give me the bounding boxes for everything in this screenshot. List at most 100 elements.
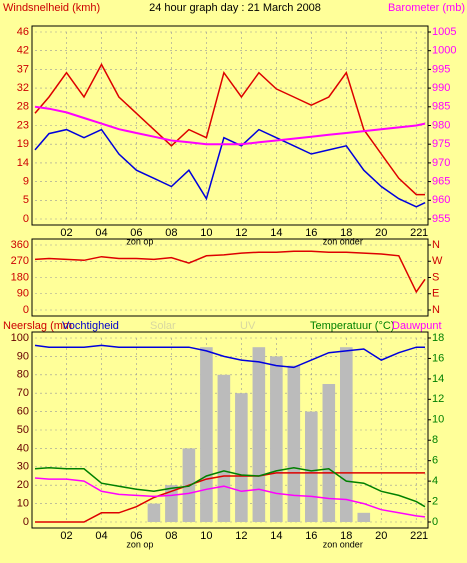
y-tick-label: 180 (11, 271, 29, 283)
y2-tick-label: 970 (432, 157, 450, 169)
y-tick-label: 40 (17, 442, 29, 454)
y2-tick-label: W (432, 255, 443, 267)
y-tick-label: 80 (17, 369, 29, 381)
legend-label: UV (240, 320, 256, 332)
x-tick-label: 02 (60, 530, 72, 542)
x-tick-label: 06 (130, 530, 142, 542)
legend-label: Dauwpunt (392, 320, 442, 332)
x-tick-label: 20 (375, 530, 387, 542)
annotation: zon op (126, 236, 153, 246)
y-tick-label: 42 (17, 45, 29, 57)
y-tick-label: 0 (23, 213, 29, 225)
solar-bar (252, 347, 266, 522)
y2-tick-label: E (432, 288, 439, 300)
x-tick-label: 16 (305, 227, 317, 239)
y2-tick-label: 965 (432, 176, 450, 188)
y2-tick-label: 0 (432, 516, 438, 528)
annotation: zon onder (323, 539, 363, 549)
x-tick-label: 22 (410, 530, 422, 542)
chart-title: 24 hour graph day : 21 March 2008 (149, 2, 321, 14)
x-tick-label: 08 (165, 530, 177, 542)
y2-tick-label: 6 (432, 455, 438, 467)
series-line (34, 128, 426, 208)
x-tick-label: 22 (410, 227, 422, 239)
solar-bar (322, 384, 336, 522)
x-tick-label: 18 (340, 227, 352, 239)
x-tick-label: 1 (422, 530, 428, 542)
solar-bar (305, 411, 318, 522)
x-tick-label: 1 (422, 227, 428, 239)
y2-tick-label: 16 (432, 352, 444, 364)
y-tick-label: 9 (23, 176, 29, 188)
y2-tick-label: 12 (432, 393, 444, 405)
y-tick-label: 37 (17, 63, 29, 75)
x-tick-label: 12 (235, 530, 247, 542)
series-line (35, 472, 425, 523)
y2-tick-label: 1005 (432, 26, 456, 38)
y2-tick-label: 18 (432, 332, 444, 344)
solar-bar (270, 356, 283, 522)
y-tick-label: 0 (23, 516, 29, 528)
series-line (34, 477, 426, 518)
annotation: zon onder (323, 236, 363, 246)
x-tick-label: 04 (95, 227, 107, 239)
y2-tick-label: 985 (432, 101, 450, 113)
plot-frame (31, 331, 429, 529)
x-tick-label: 12 (235, 227, 247, 239)
y2-tick-label: 960 (432, 194, 450, 206)
y-tick-label: 60 (17, 406, 29, 418)
y-tick-label: 20 (17, 479, 29, 491)
y2-tick-label: 10 (432, 414, 444, 426)
y2-tick-label: 2 (432, 495, 438, 507)
x-tick-label: 20 (375, 227, 387, 239)
y-tick-label: 32 (17, 82, 29, 94)
y-tick-label: 100 (11, 332, 29, 344)
y-tick-label: 23 (17, 119, 29, 131)
solar-bar (340, 347, 353, 522)
y2-tick-label: 995 (432, 63, 450, 75)
solar-bar (235, 393, 248, 522)
y-tick-label: 10 (17, 498, 29, 510)
y-tick-label: 19 (17, 138, 29, 150)
y2-tick-label: S (432, 271, 439, 283)
y2-tick-label: 955 (432, 213, 450, 225)
x-tick-label: 14 (270, 530, 282, 542)
y-tick-label: 50 (17, 424, 29, 436)
legend-label: Vochtigheid (62, 320, 119, 332)
x-tick-label: 14 (270, 227, 282, 239)
y-tick-label: 0 (23, 304, 29, 316)
y2-tick-label: N (432, 304, 440, 316)
y2-tick-label: N (432, 239, 440, 251)
x-tick-label: 10 (200, 530, 212, 542)
y-tick-label: 90 (17, 350, 29, 362)
y-tick-label: 46 (17, 26, 29, 38)
y2-tick-label: 8 (432, 434, 438, 446)
legend-label: Temperatuur (°C) (310, 320, 394, 332)
solar-bar (287, 365, 301, 522)
y-tick-label: 70 (17, 387, 29, 399)
x-tick-label: 06 (130, 227, 142, 239)
y2-tick-label: 990 (432, 82, 450, 94)
y-tick-label: 28 (17, 101, 29, 113)
solar-bar (357, 512, 371, 522)
series-line (34, 250, 426, 294)
x-tick-label: 10 (200, 227, 212, 239)
y2-axis-label: Barometer (mb) (388, 2, 465, 14)
x-tick-label: 08 (165, 227, 177, 239)
x-tick-label: 02 (60, 227, 72, 239)
legend-label: Solar (150, 320, 176, 332)
y-tick-label: 30 (17, 461, 29, 473)
x-tick-label: 04 (95, 530, 107, 542)
series-line (34, 467, 426, 508)
legend-label: Neerslag (mm (3, 320, 72, 332)
y2-tick-label: 980 (432, 119, 450, 131)
series-line (34, 62, 425, 196)
solar-bar (200, 347, 213, 522)
annotation: zon op (126, 539, 153, 549)
y-tick-label: 270 (11, 255, 29, 267)
y-tick-label: 5 (23, 194, 29, 206)
y-tick-label: 14 (17, 157, 29, 169)
solar-bar (147, 503, 161, 522)
x-tick-label: 16 (305, 530, 317, 542)
